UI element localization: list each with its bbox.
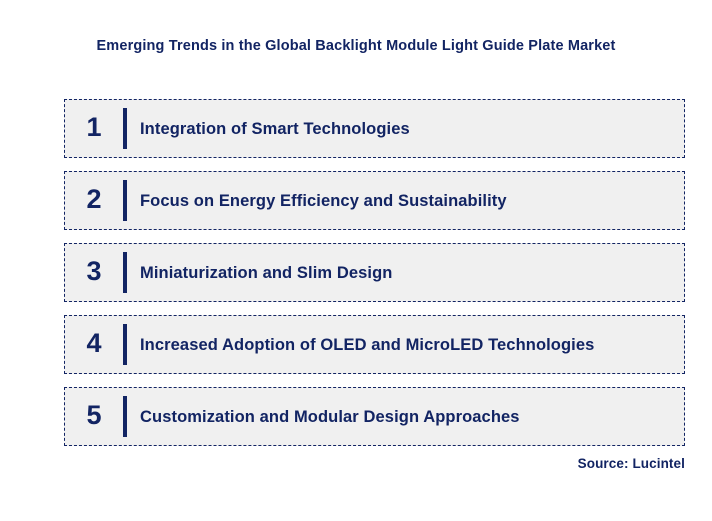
vertical-divider-icon xyxy=(123,252,127,293)
page-title: Emerging Trends in the Global Backlight … xyxy=(96,38,616,54)
trend-number: 1 xyxy=(86,112,102,142)
trend-row[interactable]: 3 Miniaturization and Slim Design xyxy=(64,243,685,302)
trend-label: Integration of Smart Technologies xyxy=(140,119,410,138)
trend-label: Increased Adoption of OLED and MicroLED … xyxy=(140,335,595,354)
trend-number: 2 xyxy=(86,184,102,214)
trend-row[interactable]: 4 Increased Adoption of OLED and MicroLE… xyxy=(64,315,685,374)
trend-row[interactable]: 1 Integration of Smart Technologies xyxy=(64,99,685,158)
vertical-divider-icon xyxy=(123,396,127,437)
trend-row[interactable]: 2 Focus on Energy Efficiency and Sustain… xyxy=(64,171,685,230)
trend-label: Focus on Energy Efficiency and Sustainab… xyxy=(140,191,507,210)
vertical-divider-icon xyxy=(123,324,127,365)
trend-label: Miniaturization and Slim Design xyxy=(140,263,393,282)
trend-number: 3 xyxy=(86,256,102,286)
trend-number: 5 xyxy=(86,400,102,430)
source-attribution: Source: Lucintel xyxy=(577,456,685,471)
trend-number: 4 xyxy=(86,328,102,358)
vertical-divider-icon xyxy=(123,108,127,149)
trend-row[interactable]: 5 Customization and Modular Design Appro… xyxy=(64,387,685,446)
vertical-divider-icon xyxy=(123,180,127,221)
trend-label: Customization and Modular Design Approac… xyxy=(140,407,520,426)
trend-list: 1 Integration of Smart Technologies 2 Fo… xyxy=(64,99,685,446)
